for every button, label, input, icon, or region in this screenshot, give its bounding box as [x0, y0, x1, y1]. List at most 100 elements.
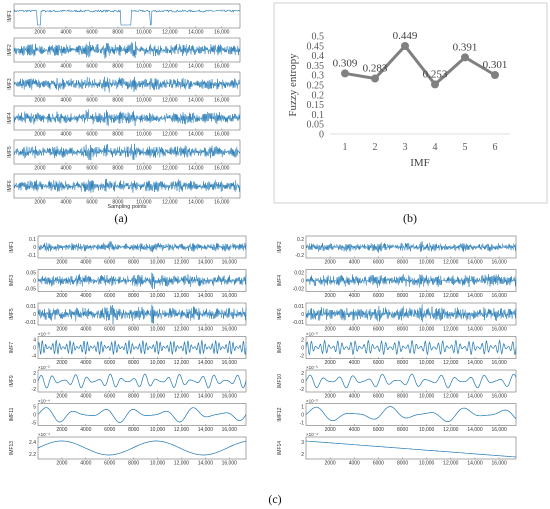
panel-c-y-tick-label: 0 — [33, 345, 36, 351]
panel-a-series-label: IMF3 — [7, 78, 13, 90]
panel-c-y-tick-label: 0 — [33, 379, 36, 385]
panel-b-data-point — [371, 74, 379, 83]
panel-c-x-tick-label: 6000 — [104, 461, 115, 467]
panel-a-x-tick-label: 14,000 — [188, 30, 204, 36]
panel-c-x-tick-label: 8000 — [397, 260, 408, 266]
panel-b-fuzzy-entropy-chart: 00.050.10.150.20.250.30.350.40.450.5 1 2 3 4… — [273, 2, 548, 204]
panel-c-x-tick-label: 16,000 — [222, 260, 238, 266]
panel-c-series-label: IMF1 — [9, 241, 15, 253]
panel-c-x-tick-label: 12,000 — [174, 327, 190, 333]
panel-c-series-line — [37, 272, 247, 289]
panel-c-x-tick-label: 2000 — [56, 360, 67, 366]
panel-c-series-label: IMF4 — [277, 275, 283, 287]
panel-c-series-line — [37, 407, 247, 423]
panel-c-x-tick-label: 12,000 — [174, 293, 190, 299]
panel-a-x-tick-label: 4000 — [60, 30, 71, 36]
panel-b-x-tick-label: 1 — [343, 142, 348, 153]
panel-a-x-tick-label: 6000 — [86, 166, 97, 172]
panel-a-x-tick-label: 14,000 — [188, 200, 204, 206]
panel-c-y-tick-label: 0.02 — [294, 270, 304, 276]
panel-a-x-tick-label: 12,000 — [162, 166, 178, 172]
panel-b-data-point — [491, 71, 499, 80]
panel-a-x-tick-label: 10,000 — [136, 64, 152, 70]
panel-c-series-label: IMF12 — [277, 407, 283, 421]
panel-c-x-tick-label: 2000 — [56, 461, 67, 467]
panel-c-axes-box — [305, 403, 517, 426]
figure-label-b: (b) — [403, 211, 417, 225]
panel-b-y-tick-label: 0.35 — [307, 61, 325, 72]
panel-b-x-tick-label: 3 — [403, 142, 408, 153]
panel-c-series-label: IMF6 — [277, 308, 283, 320]
panel-c-x-tick-label: 12,000 — [174, 360, 190, 366]
panel-c-y-tick-label: -0.02 — [293, 286, 305, 292]
panel-a-x-tick-label: 2000 — [34, 200, 45, 206]
panel-a-x-tick-label: 16,000 — [214, 64, 230, 70]
panel-a-x-tick-label: 2000 — [34, 166, 45, 172]
panel-b-frame — [273, 2, 548, 204]
panel-c-x-tick-label: 16,000 — [491, 327, 507, 333]
panel-c-y-tick-label: -0.05 — [25, 286, 37, 292]
panel-a-imf-stack: IMF1 2000 4000 6000 8000 10,000 12,000 14,000 16… — [7, 3, 241, 210]
panel-a-x-tick-label: 4000 — [60, 132, 71, 138]
panel-a-x-tick-label: 4000 — [60, 166, 71, 172]
panel-b-x-tick-label: 4 — [433, 142, 438, 153]
panel-a-x-tick-label: 6000 — [86, 30, 97, 36]
panel-c-y-tick-label: 4 — [33, 337, 36, 343]
panel-c-y-tick-label: 0.01 — [294, 304, 304, 310]
panel-c-y-tick-label: -2 — [300, 387, 305, 393]
panel-b-data-point — [401, 41, 409, 50]
panel-c-x-tick-label: 10,000 — [419, 293, 435, 299]
panel-c-exponent-label: ×10⁻⁴ — [38, 432, 50, 437]
panel-a-x-tick-label: 8000 — [112, 166, 123, 172]
panel-c-exponent-label: ×10⁻³ — [306, 332, 318, 337]
panel-c-x-tick-label: 2000 — [325, 293, 336, 299]
panel-b-y-axis-title: Fuzzy entropy — [287, 53, 299, 117]
panel-c-x-tick-label: 12,000 — [443, 360, 459, 366]
panel-c-y-tick-label: 0 — [301, 278, 304, 284]
panel-c-x-tick-label: 12,000 — [443, 293, 459, 299]
panel-b-data-label: 0.309 — [333, 57, 358, 69]
panel-c-x-tick-label: 6000 — [373, 394, 384, 400]
panel-c-series-line — [305, 406, 517, 423]
panel-c-series-label: IMF14 — [277, 441, 283, 455]
panel-c-series-label: IMF7 — [9, 342, 15, 354]
panel-c-x-tick-label: 16,000 — [222, 394, 238, 400]
panel-c-x-tick-label: 2000 — [325, 360, 336, 366]
panel-b-y-tick-label: 0.1 — [312, 110, 325, 121]
panel-c-x-tick-label: 10,000 — [150, 327, 166, 333]
panel-c-x-tick-label: 4000 — [349, 427, 360, 433]
panel-a-x-tick-label: 12,000 — [162, 98, 178, 104]
panel-c-x-tick-label: 10,000 — [150, 427, 166, 433]
panel-c-x-tick-label: 14,000 — [467, 360, 483, 366]
panel-c-x-tick-label: 4000 — [349, 293, 360, 299]
panel-c-x-tick-label: 10,000 — [419, 360, 435, 366]
panel-c-series-line — [305, 274, 517, 288]
panel-a-x-tick-label: 12,000 — [162, 30, 178, 36]
panel-a-series-line — [13, 41, 241, 59]
panel-c-x-tick-label: 12,000 — [443, 327, 459, 333]
panel-c-x-tick-label: 14,000 — [467, 427, 483, 433]
panel-c-x-tick-label: 4000 — [80, 461, 91, 467]
panel-c-x-tick-label: 14,000 — [467, 394, 483, 400]
panel-a-x-tick-label: 4000 — [60, 200, 71, 206]
panel-c-y-tick-label: -0.01 — [293, 320, 305, 326]
panel-b-data-point — [461, 53, 469, 62]
panel-c-x-tick-label: 14,000 — [467, 260, 483, 266]
panel-b-x-axis-title: IMF — [410, 157, 430, 169]
panel-c-x-tick-label: 8000 — [397, 427, 408, 433]
panel-b-x-tick-label: 2 — [373, 142, 378, 153]
panel-c-y-tick-label: 0 — [301, 245, 304, 251]
panel-c-x-tick-label: 2000 — [325, 461, 336, 467]
panel-c-x-tick-label: 10,000 — [419, 461, 435, 467]
panel-c-x-tick-label: 6000 — [373, 260, 384, 266]
panel-c-series-label: IMF11 — [9, 407, 15, 421]
panel-c-x-tick-label: 8000 — [128, 394, 139, 400]
panel-a-x-tick-label: 4000 — [60, 98, 71, 104]
panel-a-series-line — [13, 178, 241, 193]
panel-a-x-tick-label: 12,000 — [162, 132, 178, 138]
panel-c-x-tick-label: 12,000 — [174, 394, 190, 400]
panel-c-x-tick-label: 4000 — [80, 327, 91, 333]
panel-c-x-tick-label: 2000 — [56, 427, 67, 433]
panel-a-axes-box — [13, 37, 241, 63]
